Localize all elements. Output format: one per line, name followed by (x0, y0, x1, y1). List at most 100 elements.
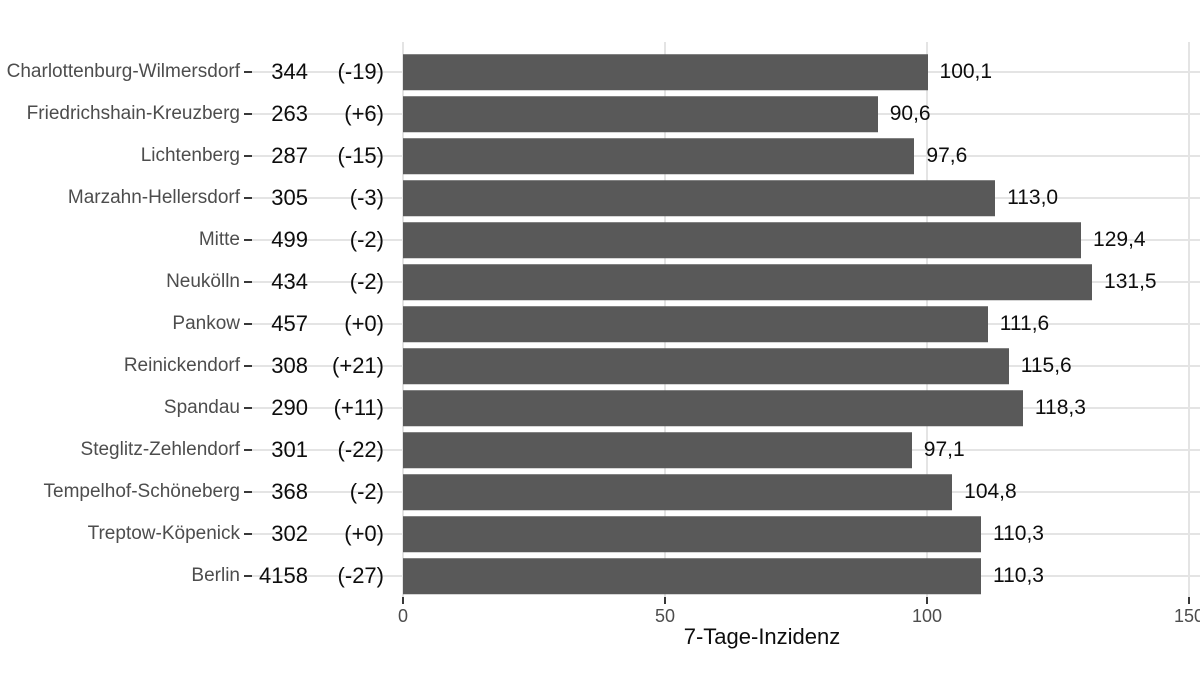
incidence-bar (403, 348, 1009, 384)
chart-row: Neukölln 434 (-2) 131,5 (0, 261, 1200, 303)
bar-value-label: 113,0 (1007, 186, 1059, 209)
x-axis-tick-label: 0 (397, 606, 408, 626)
x-axis-tick (926, 597, 928, 604)
y-axis-tick (244, 155, 252, 157)
case-count: 308 (271, 353, 308, 378)
chart-row: Mitte 499 (-2) 129,4 (0, 219, 1200, 261)
chart-row: Reinickendorf 308 (+21) 115,6 (0, 345, 1200, 387)
case-count: 263 (271, 101, 308, 126)
case-delta: (-2) (349, 269, 384, 294)
category-label: Steglitz-Zehlendorf (80, 439, 240, 460)
incidence-bar (403, 474, 953, 510)
case-count: 499 (271, 227, 308, 252)
chart-row: Steglitz-Zehlendorf 301 (-22) 97,1 (0, 429, 1200, 471)
incidence-bar (403, 264, 1093, 300)
chart-row: Treptow-Köpenick 302 (+0) 110,3 (0, 513, 1200, 555)
incidence-bar (403, 222, 1082, 258)
category-label: Charlottenburg-Wilmersdorf (6, 61, 240, 82)
category-label: Reinickendorf (123, 355, 240, 376)
x-axis-tick-label: 100 (911, 606, 943, 626)
incidence-bar (403, 558, 981, 594)
y-axis-tick (244, 491, 252, 493)
bar-value-label: 129,4 (1093, 228, 1146, 251)
category-label: Berlin (191, 565, 240, 586)
category-label: Marzahn-Hellersdorf (67, 187, 240, 208)
case-count: 301 (271, 437, 308, 462)
case-delta: (-2) (349, 227, 384, 252)
incidence-bar (403, 54, 928, 90)
case-delta: (+21) (332, 353, 384, 378)
y-axis-tick (244, 533, 252, 535)
chart-row: Charlottenburg-Wilmersdorf 344 (-19) 100,1 (0, 51, 1200, 93)
case-count: 290 (271, 395, 308, 420)
chart-row: Tempelhof-Schöneberg 368 (-2) 104,8 (0, 471, 1200, 513)
category-label: Mitte (198, 229, 240, 250)
x-axis-tick-label: 150 (1173, 606, 1200, 626)
y-axis-tick (244, 365, 252, 367)
incidence-bar (403, 516, 981, 552)
x-axis-tick-label: 50 (654, 606, 676, 626)
incidence-bar (403, 180, 996, 216)
y-axis-tick (244, 281, 252, 283)
y-axis-tick (244, 197, 252, 199)
case-count: 287 (271, 143, 308, 168)
y-axis-tick (244, 71, 252, 73)
category-label: Spandau (163, 397, 240, 418)
y-axis-tick (244, 449, 252, 451)
case-delta: (-22) (337, 437, 384, 462)
incidence-bar (403, 138, 915, 174)
bar-value-label: 97,6 (926, 144, 968, 167)
bar-value-label: 111,6 (999, 312, 1050, 335)
case-count: 368 (271, 479, 308, 504)
y-axis-tick (244, 575, 252, 577)
bar-value-label: 110,3 (992, 564, 1044, 587)
y-axis-tick (244, 407, 252, 409)
incidence-bar (403, 306, 988, 342)
case-delta: (+11) (333, 395, 384, 420)
case-delta: (-2) (349, 479, 384, 504)
case-delta: (-19) (337, 59, 384, 84)
bar-value-label: 100,1 (939, 60, 993, 83)
case-count: 434 (271, 269, 308, 294)
chart-row: Pankow 457 (+0) 111,6 (0, 303, 1200, 345)
category-label: Friedrichshain-Kreuzberg (26, 103, 240, 124)
bar-value-label: 110,3 (992, 522, 1044, 545)
bar-value-label: 104,8 (964, 480, 1017, 503)
incidence-bar (403, 96, 878, 132)
category-label: Lichtenberg (140, 145, 240, 166)
case-count: 344 (271, 59, 308, 84)
chart-row: Berlin 4158 (-27) 110,3 (0, 555, 1200, 597)
case-count: 302 (271, 521, 308, 546)
case-delta: (-27) (337, 563, 384, 588)
case-count: 457 (271, 311, 308, 336)
chart-row: Lichtenberg 287 (-15) 97,6 (0, 135, 1200, 177)
case-count: 305 (271, 185, 308, 210)
case-count: 4158 (259, 563, 308, 588)
vertical-gridline (1188, 42, 1190, 597)
case-delta: (+6) (344, 101, 384, 126)
y-axis-tick (244, 239, 252, 241)
x-axis-tick (664, 597, 666, 604)
incidence-bar (403, 432, 912, 468)
bar-value-label: 115,6 (1020, 354, 1072, 377)
x-axis-tick (1188, 597, 1190, 604)
y-axis-tick (244, 113, 252, 115)
x-axis-tick (402, 597, 404, 604)
bar-value-label: 118,3 (1034, 396, 1086, 419)
bar-value-label: 131,5 (1104, 270, 1157, 293)
case-delta: (-3) (349, 185, 384, 210)
category-label: Neukölln (166, 271, 240, 292)
case-delta: (-15) (337, 143, 384, 168)
chart-row: Marzahn-Hellersdorf 305 (-3) 113,0 (0, 177, 1200, 219)
y-axis-tick (244, 323, 252, 325)
bar-value-label: 90,6 (889, 102, 931, 125)
bar-value-label: 97,1 (923, 438, 965, 461)
incidence-bar (403, 390, 1023, 426)
chart-row: Friedrichshain-Kreuzberg 263 (+6) 90,6 (0, 93, 1200, 135)
x-axis-title: 7-Tage-Inzidenz (683, 624, 841, 649)
category-label: Treptow-Köpenick (87, 523, 240, 544)
chart-row: Spandau 290 (+11) 118,3 (0, 387, 1200, 429)
case-delta: (+0) (344, 311, 384, 336)
case-delta: (+0) (344, 521, 384, 546)
